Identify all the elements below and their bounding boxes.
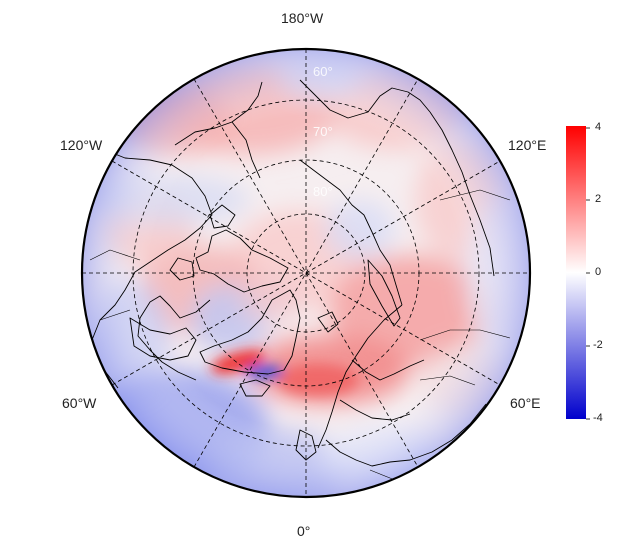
lon-label-0: 0° [297, 523, 311, 539]
lon-label-120e: 120°E [508, 137, 547, 153]
coastline-svalbard [317, 311, 339, 333]
colorbar [566, 126, 590, 420]
colorbar-tick-2: 2 [595, 193, 602, 205]
meridian-30 [193, 78, 419, 468]
lat-label-70: 70° [313, 124, 333, 139]
lon-label-120w: 120°W [60, 137, 103, 153]
coastline-europe [295, 429, 317, 461]
lon-label-60e: 60°E [510, 395, 541, 411]
colorbar-tick-4: 4 [595, 121, 602, 133]
coastline-iceland [239, 379, 271, 397]
coastline-novaya-zemlya [367, 259, 401, 327]
colorbar-gradient [566, 126, 586, 419]
graticule [82, 49, 530, 497]
lon-label-60w: 60°W [62, 395, 97, 411]
coastline-canadian-archipelago [195, 229, 289, 293]
colorbar-tick-neg4: -4 [593, 412, 603, 424]
colorbar-tick-0: 0 [595, 266, 602, 278]
map-border [80, 47, 532, 499]
lat-label-80: 80° [313, 184, 333, 199]
colorbar-tick-neg2: -2 [593, 339, 603, 351]
coastline-hudson-bay [129, 317, 197, 361]
coastline-scandinavia [317, 304, 403, 449]
lon-label-180w: 180°W [281, 10, 324, 26]
lat-label-60: 60° [313, 64, 333, 79]
